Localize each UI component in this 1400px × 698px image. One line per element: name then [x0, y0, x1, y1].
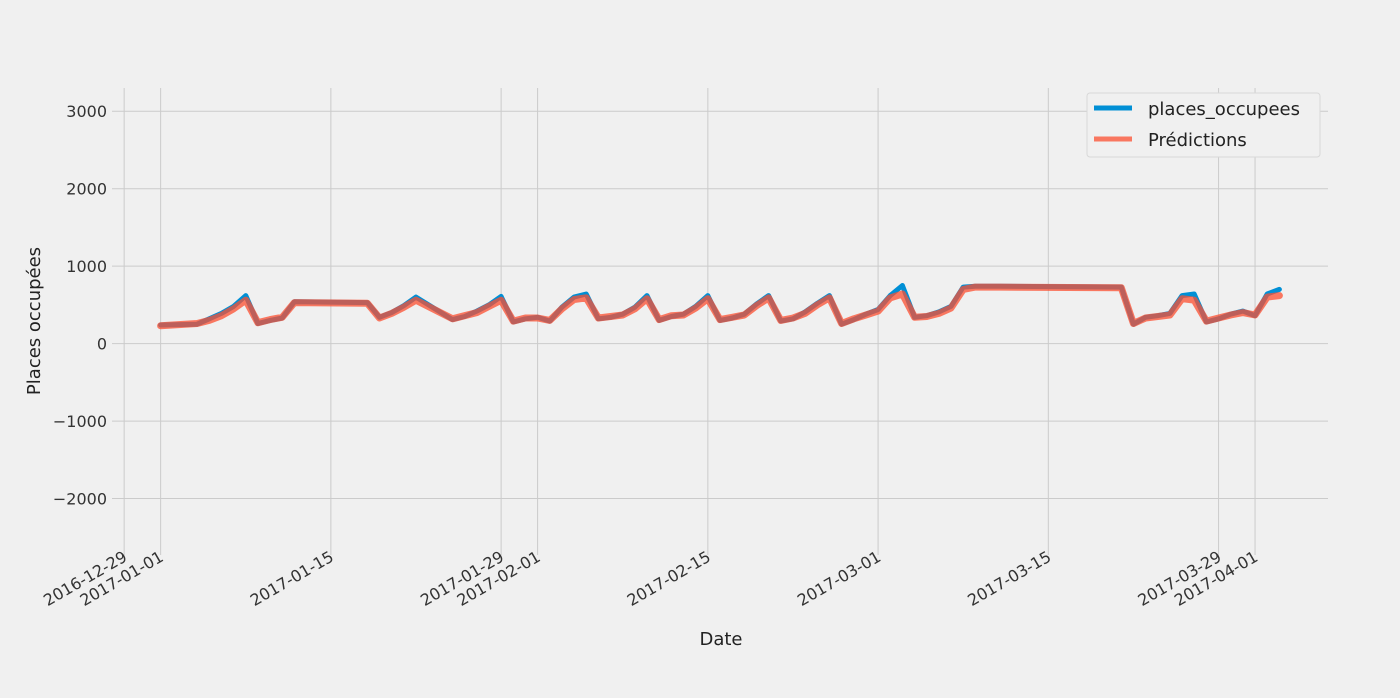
plot-area	[157, 283, 1283, 330]
y-tick-label: 2000	[66, 180, 107, 199]
y-tick-label: 0	[97, 335, 107, 354]
y-tick-label: −1000	[53, 412, 107, 431]
legend-box	[1086, 92, 1321, 158]
legend-label-predictions: Prédictions	[1148, 130, 1247, 151]
y-axis-label: Places occupées	[24, 247, 45, 395]
y-tick-label: 3000	[66, 102, 107, 121]
x-axis-label: Date	[699, 629, 742, 650]
legend: places_occupees Prédictions	[1086, 92, 1321, 158]
y-tick-label: 1000	[66, 257, 107, 276]
legend-label-places-occupees: places_occupees	[1148, 99, 1300, 120]
y-tick-label: −2000	[53, 490, 107, 509]
series-line-predictions	[157, 283, 1283, 330]
